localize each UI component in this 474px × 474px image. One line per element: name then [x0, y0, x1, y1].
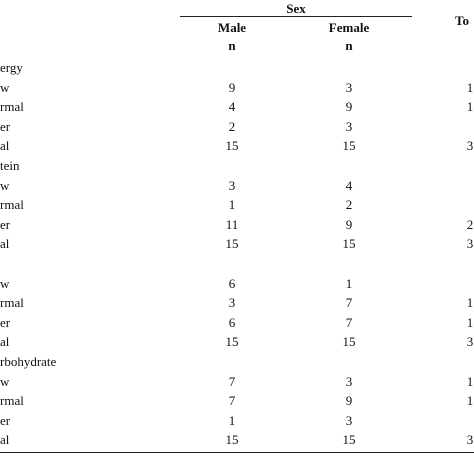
section-title: ergy — [0, 60, 23, 75]
cell: 9 — [345, 99, 353, 115]
cell: 15 — [225, 432, 239, 448]
cell: 3 — [466, 432, 474, 448]
cell: 2 — [345, 197, 353, 213]
row-label: al — [0, 236, 10, 252]
cell: 6 — [228, 314, 236, 330]
cell: 4 — [345, 177, 353, 193]
cell: 7 — [228, 393, 236, 409]
cell: 9 — [345, 393, 353, 409]
section-title: rbohydrate — [0, 354, 57, 369]
row-label: rmal — [0, 393, 24, 409]
unit-header: n — [345, 38, 353, 53]
row-label: er — [0, 412, 11, 428]
cell: 1 — [228, 197, 236, 213]
row-label: rmal — [0, 295, 24, 311]
bottom-rule — [0, 452, 474, 453]
cell: 9 — [228, 79, 236, 95]
cell: 7 — [345, 295, 353, 311]
row-label: er — [0, 314, 11, 330]
cell: 1 — [228, 412, 236, 428]
cell: 1 — [466, 373, 474, 389]
row-label: er — [0, 118, 11, 134]
cell: 1 — [466, 79, 474, 95]
cell: 3 — [466, 138, 474, 154]
cell: 1 — [345, 275, 353, 291]
cell: 3 — [345, 412, 353, 428]
cell: 2 — [466, 216, 474, 232]
row-label: w — [0, 177, 10, 193]
row-label: er — [0, 216, 11, 232]
cell: 1 — [466, 314, 474, 330]
cell: 9 — [345, 216, 353, 232]
cell: 15 — [225, 334, 239, 350]
cell: 15 — [342, 334, 356, 350]
cell: 15 — [342, 432, 356, 448]
row-label: al — [0, 334, 10, 350]
row-label: w — [0, 275, 10, 291]
cell: 3 — [466, 334, 474, 350]
group-rule — [180, 16, 412, 17]
cell: 1 — [466, 393, 474, 409]
cell: 1 — [466, 295, 474, 311]
column-header: Female — [328, 20, 370, 35]
cell: 15 — [342, 138, 356, 154]
total-header: To — [455, 13, 469, 28]
group-header: Sex — [286, 1, 306, 16]
row-label: al — [0, 138, 10, 154]
cell: 11 — [225, 216, 239, 232]
cell: 7 — [345, 314, 353, 330]
unit-header: n — [228, 38, 236, 53]
row-label: w — [0, 373, 10, 389]
cell: 2 — [228, 118, 236, 134]
row-label: w — [0, 79, 10, 95]
cell: 15 — [225, 138, 239, 154]
cell: 15 — [342, 236, 356, 252]
row-label: rmal — [0, 197, 24, 213]
cell: 3 — [228, 177, 236, 193]
cell: 6 — [228, 275, 236, 291]
cell: 3 — [345, 118, 353, 134]
section-title: tein — [0, 158, 20, 173]
column-header: Male — [217, 20, 247, 35]
row-label: rmal — [0, 99, 24, 115]
cell: 1 — [466, 99, 474, 115]
cell: 3 — [466, 236, 474, 252]
cell: 3 — [345, 373, 353, 389]
cell: 3 — [228, 295, 236, 311]
cell: 7 — [228, 373, 236, 389]
cell: 4 — [228, 99, 236, 115]
cell: 15 — [225, 236, 239, 252]
cell: 3 — [345, 79, 353, 95]
row-label: al — [0, 432, 10, 448]
